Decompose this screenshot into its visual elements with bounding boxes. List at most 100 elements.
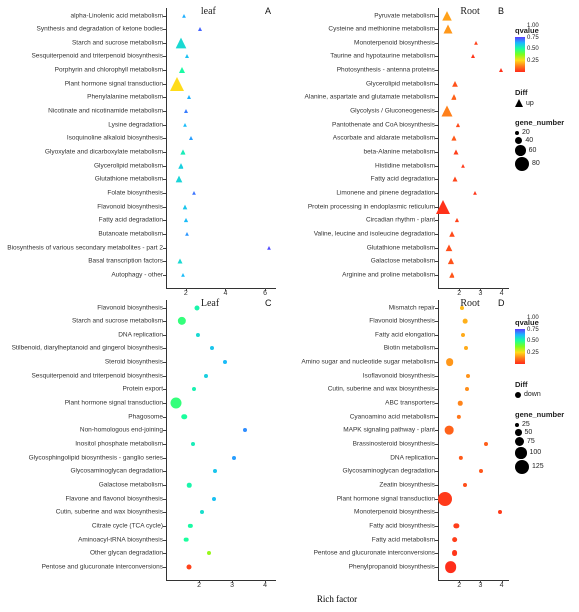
- y-category-label: Valine, leucine and isoleucine degradati…: [314, 231, 435, 238]
- y-category-label: beta-Alanine metabolism: [363, 149, 435, 156]
- data-point: [471, 54, 475, 58]
- data-point: [185, 232, 189, 236]
- data-point: [454, 218, 458, 223]
- x-axis-label: Rich factor: [317, 594, 357, 604]
- y-category-label: Autophagy - other: [111, 272, 163, 279]
- data-point: [177, 259, 182, 265]
- y-category-label: Plant hormone signal transduction: [65, 400, 163, 407]
- gene-number-legend: gene_number20406080: [515, 118, 564, 172]
- data-point: [185, 54, 189, 58]
- data-point: [473, 191, 477, 195]
- panel-letter: D: [498, 298, 575, 308]
- data-point: [183, 123, 187, 127]
- y-category-label: Flavonoid biosynthesis: [369, 318, 435, 325]
- qvalue-legend: qvalue 0.250.500.751.00: [515, 26, 539, 72]
- data-point: [182, 414, 188, 420]
- y-category-label: Fatty acid elongation: [375, 331, 435, 338]
- y-category-label: Isoflavonoid biosynthesis: [363, 372, 435, 379]
- data-point: [243, 428, 247, 432]
- data-point: [464, 346, 468, 350]
- y-category-label: Glycosaminoglycan degradation: [343, 468, 436, 475]
- data-point: [446, 358, 454, 366]
- data-point: [479, 469, 483, 473]
- data-point: [463, 483, 467, 487]
- data-point: [200, 510, 204, 514]
- y-category-label: Pantothenate and CoA biosynthesis: [332, 121, 435, 128]
- data-point: [170, 76, 184, 91]
- y-category-label: Zeatin biosynthesis: [379, 482, 435, 489]
- y-category-label: Lysine degradation: [108, 121, 163, 128]
- x-tick-label: 3: [230, 582, 234, 612]
- y-category-label: Sesquiterpenoid and triterpenoid biosynt…: [31, 53, 163, 60]
- data-point: [438, 492, 452, 506]
- data-point: [449, 231, 455, 237]
- data-point: [189, 136, 193, 140]
- chart-grid: { "global": { "width": 579, "height": 60…: [0, 0, 579, 600]
- x-tick-label: 3: [478, 582, 482, 612]
- data-point: [474, 41, 478, 45]
- y-category-label: alpha-Linolenic acid metabolism: [71, 12, 164, 19]
- y-category-label: Pyruvate metabolism: [374, 12, 435, 19]
- data-point: [445, 426, 454, 435]
- y-category-label: Other glycan degradation: [90, 550, 163, 557]
- y-category-label: Galactose metabolism: [371, 258, 435, 265]
- gene-number-legend: gene_number255075100125: [515, 410, 564, 475]
- y-category-label: Glutathione metabolism: [367, 244, 435, 251]
- data-point: [461, 164, 465, 168]
- data-point: [212, 497, 216, 501]
- x-tick-label: 2: [197, 582, 201, 612]
- data-point: [451, 94, 457, 100]
- data-point: [460, 306, 464, 310]
- y-category-label: Phenylpropanoid biosynthesis: [349, 564, 435, 571]
- y-category-label: Monoterpenoid biosynthesis: [354, 509, 435, 516]
- data-point: [461, 333, 465, 337]
- data-point: [452, 177, 457, 183]
- data-point: [195, 305, 200, 310]
- x-tick-label: 4: [500, 582, 504, 612]
- y-category-label: DNA replication: [118, 331, 163, 338]
- y-category-label: Biosynthesis of various secondary metabo…: [7, 244, 163, 251]
- x-tick-label: 2: [457, 582, 461, 612]
- data-point: [176, 176, 183, 183]
- data-point: [187, 483, 192, 488]
- y-category-label: Fatty acid degradation: [371, 176, 435, 183]
- data-point: [176, 37, 187, 49]
- y-category-label: DNA replication: [390, 454, 435, 461]
- y-category-label: Flavone and flavonol biosynthesis: [65, 495, 163, 502]
- y-category-label: Alanine, aspartate and glutamate metabol…: [305, 94, 435, 101]
- y-category-label: Glycosaminoglycan degradation: [71, 468, 164, 475]
- y-category-label: Flavonoid biosynthesis: [97, 304, 163, 311]
- y-category-label: Arginine and proline metabolism: [342, 272, 435, 279]
- data-point: [445, 561, 457, 573]
- y-category-label: Fatty acid metabolism: [372, 536, 435, 543]
- y-category-label: Steroid biosynthesis: [105, 359, 163, 366]
- y-category-label: Glycolysis / Gluconeogenesis: [350, 108, 435, 115]
- data-point: [171, 398, 182, 409]
- y-category-label: Plant hormone signal transduction: [337, 495, 435, 502]
- y-category-label: Cutin, suberine and wax biosynthesis: [328, 386, 435, 393]
- diff-legend: Diffup: [515, 88, 534, 108]
- y-category-label: Glycerolipid metabolism: [94, 162, 163, 169]
- data-point: [456, 122, 460, 127]
- data-point: [442, 10, 452, 21]
- y-category-label: Mismatch repair: [389, 304, 435, 311]
- data-point: [447, 258, 453, 265]
- data-point: [484, 442, 488, 446]
- data-point: [187, 565, 192, 570]
- data-point: [178, 163, 184, 169]
- data-point: [444, 24, 453, 34]
- y-category-label: Fatty acid degradation: [99, 217, 163, 224]
- y-category-label: Glycerolipid metabolism: [366, 80, 435, 87]
- data-point: [191, 442, 195, 446]
- data-point: [192, 191, 196, 195]
- data-point: [449, 272, 455, 278]
- y-category-label: Biotin metabolism: [384, 345, 435, 352]
- y-category-label: Synthesis and degradation of ketone bodi…: [37, 26, 163, 33]
- y-category-label: ABC transporters: [385, 400, 435, 407]
- panel-border: [438, 300, 509, 581]
- y-category-label: Flavonoid biosynthesis: [97, 203, 163, 210]
- y-category-label: Pentose and glucuronate interconversions: [42, 564, 163, 571]
- y-category-label: Porphyrin and chlorophyll metabolism: [55, 67, 163, 74]
- y-category-label: Stilbenoid, diarylheptanoid and gingerol…: [12, 345, 163, 352]
- y-category-label: Isoquinoline alkaloid biosynthesis: [67, 135, 163, 142]
